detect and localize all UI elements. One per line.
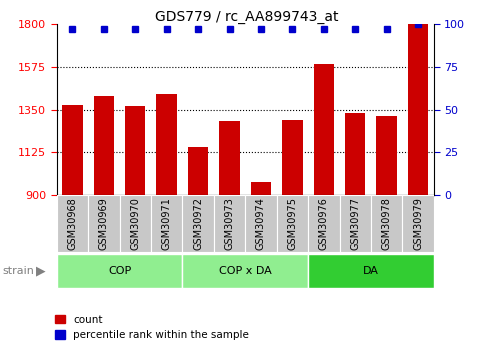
- Text: GSM30979: GSM30979: [413, 197, 423, 250]
- Text: GSM30975: GSM30975: [287, 197, 297, 250]
- Bar: [377, 116, 397, 195]
- Bar: [214, 195, 246, 252]
- Bar: [371, 195, 402, 252]
- Text: strain: strain: [2, 266, 35, 276]
- Bar: [62, 105, 83, 195]
- Text: GSM30976: GSM30976: [319, 197, 329, 250]
- Text: GSM30970: GSM30970: [130, 197, 141, 250]
- Bar: [308, 195, 340, 252]
- Bar: [402, 195, 434, 252]
- Bar: [188, 148, 209, 195]
- Legend: count, percentile rank within the sample: count, percentile rank within the sample: [55, 315, 249, 340]
- Text: GSM30972: GSM30972: [193, 197, 203, 250]
- Text: GDS779 / rc_AA899743_at: GDS779 / rc_AA899743_at: [155, 10, 338, 24]
- Bar: [277, 195, 308, 252]
- Text: GSM30971: GSM30971: [162, 197, 172, 250]
- Text: GSM30969: GSM30969: [99, 197, 109, 250]
- Text: GSM30974: GSM30974: [256, 197, 266, 250]
- Bar: [245, 195, 277, 252]
- Bar: [219, 121, 240, 195]
- Bar: [94, 96, 114, 195]
- Bar: [182, 195, 214, 252]
- Bar: [314, 64, 334, 195]
- Text: COP x DA: COP x DA: [219, 266, 272, 276]
- Bar: [345, 113, 365, 195]
- Bar: [57, 195, 88, 252]
- Bar: [340, 195, 371, 252]
- Bar: [151, 195, 182, 252]
- Bar: [57, 254, 182, 288]
- Bar: [308, 254, 434, 288]
- Bar: [251, 181, 271, 195]
- Bar: [408, 24, 428, 195]
- Text: GSM30973: GSM30973: [224, 197, 235, 250]
- Text: COP: COP: [108, 266, 131, 276]
- Text: GSM30977: GSM30977: [350, 197, 360, 250]
- Bar: [156, 94, 177, 195]
- Text: DA: DA: [363, 266, 379, 276]
- Bar: [125, 106, 145, 195]
- Bar: [88, 195, 119, 252]
- Bar: [282, 120, 303, 195]
- Text: GSM30978: GSM30978: [382, 197, 392, 250]
- Bar: [119, 195, 151, 252]
- Bar: [182, 254, 308, 288]
- Text: ▶: ▶: [35, 264, 45, 277]
- Text: GSM30968: GSM30968: [68, 197, 77, 250]
